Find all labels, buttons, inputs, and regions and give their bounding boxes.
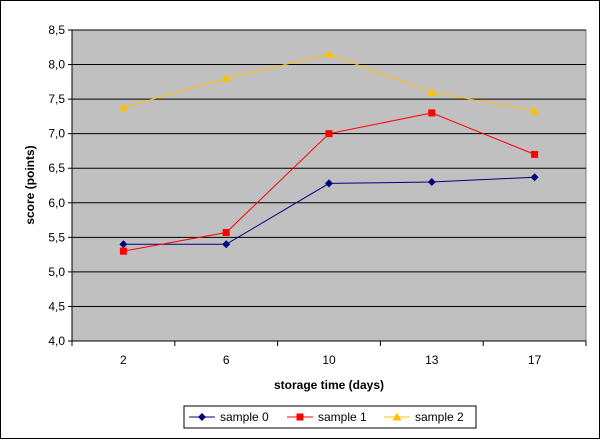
legend-box [183, 405, 477, 429]
data-point-triangle [221, 73, 231, 82]
y-axis-ticks: 4,0 4,5 5,0 5,5 6,0 6,5 7,0 7,5 8,0 8,5 [48, 23, 73, 348]
data-point-square [119, 247, 127, 255]
legend-label: sample 0 [220, 410, 269, 424]
data-point-square [531, 150, 539, 158]
data-point-square [222, 228, 230, 236]
data-point-triangle [427, 87, 437, 96]
legend-item: sample 2 [384, 410, 464, 424]
x-tick-label: 17 [528, 353, 542, 367]
legend-item: sample 1 [287, 410, 367, 424]
y-tick-label: 6,5 [48, 161, 65, 175]
series-sample-0 [119, 173, 539, 249]
legend-label: sample 2 [415, 410, 464, 424]
legend-label: sample 1 [318, 410, 367, 424]
series-sample-2 [118, 49, 540, 115]
legend-items: sample 0 sample 1 sample 2 [189, 410, 464, 424]
x-tick-label: 6 [223, 353, 230, 367]
y-tick-label: 5,5 [48, 230, 65, 244]
y-tick-label: 4,5 [48, 299, 65, 313]
data-point-diamond [325, 179, 333, 188]
x-tick-label: 10 [322, 353, 336, 367]
y-tick-label: 7,0 [48, 127, 65, 141]
data-point-diamond [198, 413, 206, 421]
data-point-diamond [530, 173, 539, 182]
y-tick-label: 7,5 [48, 92, 65, 106]
x-axis-ticks: 2 6 10 13 17 [71, 340, 587, 367]
y-tick-label: 4,0 [48, 334, 65, 348]
data-point-diamond [222, 240, 231, 249]
y-tick-label: 5,0 [48, 265, 65, 279]
y-axis-label: score (points) [23, 145, 37, 224]
data-point-triangle [324, 49, 334, 58]
x-axis-label: storage time (days) [274, 378, 384, 392]
x-tick-label: 2 [120, 353, 127, 367]
series-layer [118, 49, 540, 255]
data-point-square [325, 130, 333, 138]
data-point-triangle [530, 106, 540, 115]
data-point-square [428, 109, 436, 117]
data-point-square [296, 413, 304, 421]
x-tick-label: 13 [425, 353, 439, 367]
legend-item: sample 0 [189, 410, 269, 424]
data-point-diamond [119, 240, 128, 249]
data-point-triangle [118, 102, 128, 111]
series-sample-1 [119, 109, 539, 255]
legend: sample 0 sample 1 sample 2 [183, 405, 477, 429]
data-point-diamond [427, 178, 436, 187]
data-point-triangle [392, 412, 402, 421]
y-tick-label: 8,5 [48, 23, 65, 37]
y-tick-label: 8,0 [48, 58, 65, 72]
y-tick-label: 6,0 [48, 196, 65, 210]
